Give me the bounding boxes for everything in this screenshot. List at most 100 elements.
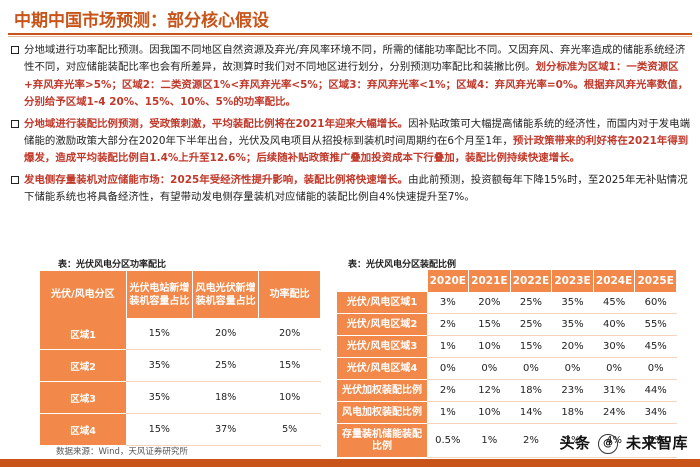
row-header: 区域2: [40, 349, 127, 382]
table-cell: 30%: [593, 335, 635, 358]
table-cell: 15%: [126, 318, 193, 350]
table-cell: 3%: [427, 292, 469, 314]
checkbox-bullet-icon: [11, 119, 19, 128]
bullet-item: 分地域进行功率配比预测。因我国不同地区自然资源及弃光/弃风率环境不同，所需的储能…: [10, 42, 692, 112]
footer-bar: [0, 459, 700, 467]
table-cell: 0%: [551, 357, 594, 380]
table-cell: 15%: [468, 313, 511, 336]
table-cell: 20%: [192, 318, 259, 350]
table-header-cell: 光伏/风电分区: [40, 271, 127, 318]
table-cell: 40%: [593, 313, 635, 336]
row-header: 风电加权装配比例: [337, 401, 427, 424]
table-cell: 12%: [468, 379, 511, 402]
table-row: 区域1 15% 20% 20%: [40, 318, 321, 350]
table-cell: 55%: [634, 313, 677, 336]
row-header: 区域1: [40, 318, 127, 350]
table-cell: 1%: [427, 335, 469, 358]
table-cell: 45%: [593, 292, 635, 314]
watermark-account: 未来智库: [625, 434, 688, 452]
row-header: 区域3: [40, 381, 127, 414]
bullet-segment: 由此前预测，投资额每年下降15%时，至2025年无补贴情况下储能系统也将具备经济…: [24, 173, 688, 204]
table-cell: 20%: [258, 318, 321, 350]
table-cell: 35%: [551, 292, 594, 314]
table-header-cell: 风电光伏新增装机容量占比: [192, 271, 260, 318]
table-cell: 10%: [468, 401, 511, 424]
table-cell: 23%: [551, 379, 594, 402]
table-header-cell: 2025E: [634, 270, 677, 292]
table-row: 光伏/风电区域4 0% 0% 0% 0% 0% 0%: [337, 357, 677, 380]
row-header: 光伏/风电区域4: [337, 357, 427, 380]
table-cell: 25%: [510, 313, 552, 336]
table-row: 区域3 35% 18% 10%: [40, 381, 321, 414]
table-cell: 24%: [593, 401, 635, 424]
row-header: 光伏/风电区域2: [337, 313, 427, 336]
bullet-segment-highlight: 分地域进行装配比例预测，受政策刺激，平均装配比例将在2021年迎来大幅增长。: [24, 117, 409, 130]
table-header-cell: 2023E: [551, 270, 594, 292]
table-cell: 18%: [192, 381, 259, 414]
data-source-note: 数据来源：Wind，天风证券研究所: [56, 447, 188, 457]
table-cell: 35%: [551, 313, 594, 336]
bullet-segment: 因补贴政策可大幅提高储能系统的经济性，而国内对于发电端储能的激励政策大部分在20…: [24, 117, 691, 148]
checkbox-bullet-icon: [11, 46, 19, 54]
table-cell: 2%: [510, 423, 552, 458]
table-cell: 0%: [468, 357, 511, 380]
bullet-segment: 分地域进行功率配比预测。因我国不同地区自然资源及弃光/弃风率环境不同，所需的储能…: [24, 44, 686, 74]
power-ratio-table: 光伏/风电分区 光伏电站新增装机容量占比 风电光伏新增装机容量占比 功率配比 区…: [40, 271, 321, 446]
table-header-cell: 2024E: [593, 270, 636, 292]
table-header-row: 2020E 2021E 2022E 2023E 2024E 2025E: [337, 270, 677, 292]
table-header-cell: 2022E: [510, 270, 553, 292]
table-row: 区域2 35% 25% 15%: [40, 349, 321, 382]
row-header: 区域4: [40, 413, 127, 446]
table-row: 存量装机储能装配比例 0.5% 1% 2% 3% 4% 7%: [337, 423, 677, 458]
table-cell: 14%: [510, 401, 552, 424]
row-header: 光伏/风电区域3: [337, 335, 427, 358]
table-row: 光伏/风电区域2 2% 15% 25% 35% 40% 55%: [337, 313, 677, 336]
watermark: 头条 @ 未来智库: [560, 432, 689, 454]
table-row: 光伏/风电区域1 3% 20% 25% 35% 45% 60%: [337, 292, 677, 314]
table-header-cell: 2020E: [427, 270, 470, 292]
page-title: 中期中国市场预测：部分核心假设: [14, 11, 269, 31]
bullet-text: 分地域进行功率配比预测。因我国不同地区自然资源及弃光/弃风率环境不同，所需的储能…: [24, 44, 688, 108]
bullet-item: 分地域进行装配比例预测，受政策刺激，平均装配比例将在2021年迎来大幅增长。因补…: [10, 116, 692, 168]
table-cell: 25%: [192, 349, 259, 382]
table-cell: 5%: [258, 413, 321, 446]
at-icon: @: [598, 433, 619, 454]
row-header: 存量装机储能装配比例: [337, 423, 427, 458]
table-header-cell: [337, 270, 428, 292]
table-cell: 0.5%: [427, 423, 469, 458]
bullet-segment-highlight: 发电侧存量装机对应储能市场：2025年受经济性提升影响，装配比例将快速增长。: [24, 173, 409, 186]
table-cell: 15%: [126, 413, 193, 446]
table-cell: 37%: [192, 413, 259, 446]
bullet-text: 分地域进行装配比例预测，受政策刺激，平均装配比例将在2021年迎来大幅增长。因补…: [24, 118, 690, 165]
checkbox-bullet-icon: [11, 175, 19, 184]
bullet-list: 分地域进行功率配比预测。因我国不同地区自然资源及弃光/弃风率环境不同，所需的储能…: [10, 42, 692, 211]
table-header-cell: 功率配比: [258, 271, 321, 318]
watermark-brand: 头条: [559, 434, 591, 452]
table-cell: 15%: [258, 349, 321, 382]
table-cell: 1%: [427, 401, 469, 424]
table2-caption: 表：光伏风电分区装配比例: [348, 260, 457, 270]
table-cell: 18%: [551, 401, 594, 424]
bullet-segment-highlight: 预计政策带来的利好将在2021年得到爆发，造成平均装配比例自1.4%上升至12.…: [24, 135, 689, 165]
table-cell: 7%: [634, 423, 677, 458]
table-cell: 34%: [634, 401, 677, 424]
table-cell: 0%: [634, 357, 677, 380]
table-cell: 45%: [634, 335, 677, 358]
table-cell: 31%: [593, 379, 635, 402]
table-cell: 1%: [468, 423, 511, 458]
table-cell: 3%: [551, 423, 594, 458]
table-cell: 18%: [510, 379, 552, 402]
table-cell: 35%: [126, 381, 193, 414]
table-cell: 20%: [551, 335, 594, 358]
table-cell: 35%: [126, 349, 193, 382]
install-ratio-table: 2020E 2021E 2022E 2023E 2024E 2025E 光伏/风…: [337, 270, 677, 458]
table-cell: 10%: [468, 335, 511, 358]
title-underline: [8, 33, 692, 35]
table-cell: 2%: [427, 379, 469, 402]
bullet-text: 发电侧存量装机对应储能市场：2025年受经济性提升影响，装配比例将快速增长。由此…: [24, 174, 688, 203]
table-cell: 2%: [427, 313, 469, 336]
table-header-row: 光伏/风电分区 光伏电站新增装机容量占比 风电光伏新增装机容量占比 功率配比: [40, 271, 321, 318]
table-header-cell: 光伏电站新增装机容量占比: [126, 271, 194, 318]
table-cell: 10%: [258, 381, 321, 414]
table-row: 风电加权装配比例 1% 10% 14% 18% 24% 34%: [337, 401, 677, 424]
